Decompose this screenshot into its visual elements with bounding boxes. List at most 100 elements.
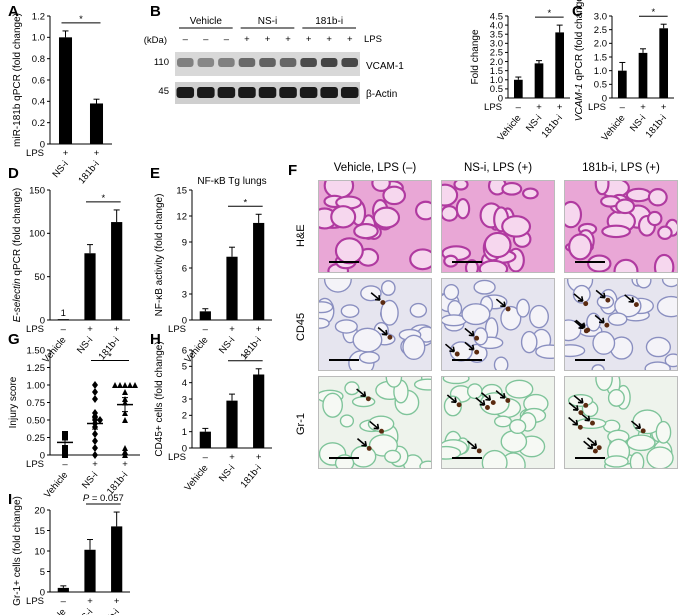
alveolus <box>380 299 399 326</box>
data-point <box>92 409 98 417</box>
tissue-texture <box>442 181 539 272</box>
alveolus <box>344 381 360 396</box>
blot-group-label: NS-i <box>258 16 277 27</box>
panel-f-letter: F <box>288 162 298 179</box>
alveolus <box>521 187 539 200</box>
blot-band <box>259 58 276 67</box>
micrograph-he-nsi <box>441 180 555 273</box>
stained-cell <box>380 300 386 305</box>
alveolus <box>340 304 360 318</box>
y-axis-label: CD45+ cells (fold change) <box>154 341 165 456</box>
arrow-icon <box>630 420 642 430</box>
lps-row-label: LPS <box>26 324 44 335</box>
alveolus <box>473 279 496 295</box>
panel-letter: D <box>8 165 19 182</box>
alveolus <box>625 187 652 203</box>
tissue-texture <box>565 279 677 370</box>
alveolus <box>500 305 522 331</box>
lps-sign: + <box>557 102 563 113</box>
stained-cell <box>366 445 372 451</box>
blot-band <box>217 87 236 98</box>
alveolus <box>565 200 583 229</box>
lps-sign: + <box>256 452 262 463</box>
alveolus <box>636 279 652 289</box>
arrow-icon <box>377 326 388 336</box>
y-tick-label: 0 <box>182 443 187 454</box>
alveolus <box>626 434 656 452</box>
alveolus <box>493 415 512 428</box>
y-tick-label: 3.0 <box>490 39 503 50</box>
alveolus <box>535 344 554 360</box>
alveolus <box>334 319 358 334</box>
x-tick-label: 181b-i <box>644 113 669 140</box>
lps-row-label: LPS <box>26 596 44 607</box>
alveolus <box>615 198 636 215</box>
tissue-texture <box>319 181 431 272</box>
blot-band <box>341 58 358 67</box>
arrow-icon <box>573 394 584 404</box>
blot-band-label: VCAM-1 <box>366 61 404 72</box>
y-tick-label: 4.0 <box>490 20 503 31</box>
micrograph-cd45-181bi <box>564 278 678 371</box>
y-tick-label: 2.0 <box>490 57 503 68</box>
panel-letter: H <box>150 331 161 348</box>
blot-band <box>176 87 195 98</box>
y-tick-label: 0.75 <box>27 398 46 409</box>
alveolus <box>565 344 586 358</box>
stained-cell <box>640 428 646 434</box>
y-tick-label: 0 <box>498 93 503 104</box>
y-tick-label: 0.25 <box>27 433 46 444</box>
data-point <box>132 382 138 388</box>
y-tick-label: 1.2 <box>32 11 45 22</box>
y-tick-label: 0.5 <box>490 84 503 95</box>
blot-group-label: 181b-i <box>315 16 343 27</box>
data-point <box>92 381 98 389</box>
x-tick-label: NS-i <box>75 335 95 356</box>
kda-label: (kDa) <box>144 35 167 46</box>
x-tick-label: Vehicle <box>600 113 628 144</box>
data-point <box>127 382 133 388</box>
stained-cell <box>454 351 460 357</box>
bar <box>57 319 69 320</box>
lps-sign: + <box>265 34 271 45</box>
alveolus <box>646 446 674 468</box>
blot-band <box>238 87 256 98</box>
alveolus <box>358 351 380 364</box>
blot-band <box>299 87 318 98</box>
alveolus <box>614 294 642 318</box>
y-axis-label: Fold change <box>470 29 481 84</box>
panel-title: NF-κB Tg lungs <box>197 176 266 187</box>
alveolus <box>594 181 610 196</box>
lps-sign: + <box>122 459 128 470</box>
y-tick-label: 1.5 <box>490 66 503 77</box>
lps-sign: + <box>87 324 93 335</box>
lps-sign: + <box>285 34 291 45</box>
lps-sign: + <box>63 148 69 159</box>
x-tick-label: Vehicle <box>183 463 211 494</box>
panel-letter: A <box>8 3 19 20</box>
alveolus <box>595 377 613 391</box>
bar <box>84 253 96 320</box>
arrow-icon <box>481 392 492 401</box>
arrow-icon <box>574 320 585 330</box>
bar-value-label: 1 <box>61 308 66 319</box>
y-tick-label: 9 <box>182 237 187 248</box>
stained-cell <box>592 448 598 454</box>
arrow-icon <box>369 420 380 430</box>
alveolus <box>607 312 628 326</box>
bar <box>199 431 211 448</box>
data-point <box>62 431 68 437</box>
significance-label: * <box>651 7 655 18</box>
stained-cell <box>379 428 384 434</box>
significance-label: P = 0.057 <box>83 493 124 504</box>
lps-sign: + <box>661 102 667 113</box>
x-tick-label: NS-i <box>217 335 237 356</box>
y-tick-label: 0 <box>182 315 187 326</box>
y-tick-label: 1.0 <box>32 33 45 44</box>
arrow-icon <box>495 390 506 399</box>
blot-band-label: β-Actin <box>366 89 397 100</box>
alveolus <box>319 301 334 314</box>
lps-sign: + <box>640 102 646 113</box>
arrow-icon <box>356 438 368 447</box>
micrograph-gr1-vehicle <box>318 376 432 469</box>
